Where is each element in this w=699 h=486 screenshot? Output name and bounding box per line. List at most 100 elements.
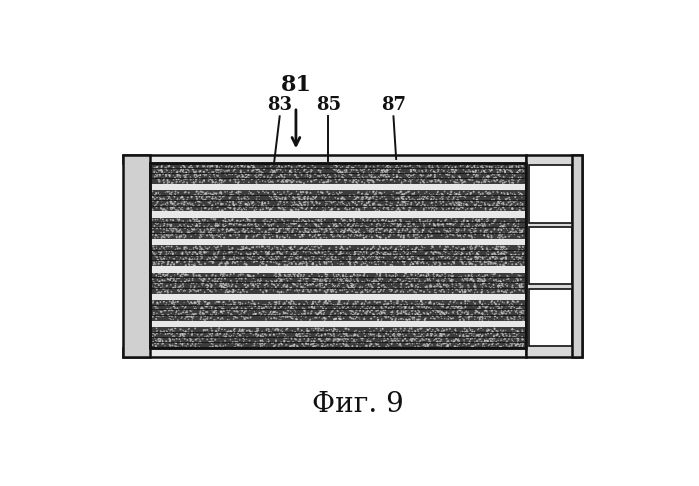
Point: [461, 274, 473, 282]
Point: [367, 249, 378, 257]
Point: [445, 225, 456, 232]
Point: [207, 224, 218, 232]
Point: [398, 288, 409, 296]
Point: [182, 228, 193, 236]
Point: [473, 189, 484, 196]
Point: [447, 174, 459, 181]
Point: [319, 233, 330, 241]
Point: [236, 202, 247, 209]
Point: [168, 276, 180, 284]
Point: [194, 174, 206, 182]
Point: [306, 253, 317, 260]
Point: [396, 245, 407, 253]
Point: [203, 177, 215, 185]
Point: [321, 334, 332, 342]
Point: [238, 197, 250, 205]
Point: [390, 284, 401, 292]
Point: [505, 168, 516, 175]
Point: [266, 223, 277, 230]
Point: [433, 249, 445, 257]
Point: [475, 304, 486, 312]
Point: [391, 334, 402, 342]
Point: [427, 312, 438, 320]
Point: [152, 299, 163, 307]
Point: [448, 298, 459, 306]
Point: [240, 200, 251, 208]
Point: [409, 288, 420, 296]
Point: [447, 276, 459, 284]
Point: [425, 167, 436, 174]
Point: [224, 194, 236, 202]
Point: [460, 329, 471, 336]
Point: [311, 224, 322, 231]
Point: [156, 233, 167, 241]
Point: [159, 288, 171, 295]
Point: [363, 334, 374, 342]
Point: [330, 336, 341, 344]
Point: [187, 221, 198, 228]
Point: [456, 287, 468, 295]
Point: [358, 253, 369, 261]
Point: [470, 282, 481, 290]
Point: [289, 199, 301, 207]
Point: [205, 164, 216, 172]
Point: [380, 310, 391, 317]
Point: [496, 222, 507, 229]
Point: [468, 188, 480, 195]
Point: [501, 308, 512, 315]
Point: [349, 226, 360, 234]
Point: [387, 216, 398, 224]
Point: [343, 284, 354, 292]
Point: [509, 330, 520, 337]
Point: [449, 297, 461, 305]
Point: [310, 276, 321, 283]
Point: [280, 257, 291, 265]
Point: [288, 280, 299, 288]
Point: [445, 305, 456, 313]
Point: [479, 336, 490, 344]
Point: [266, 193, 277, 201]
Point: [493, 251, 504, 259]
Point: [473, 325, 484, 333]
Point: [485, 326, 496, 333]
Point: [282, 274, 293, 281]
Point: [208, 338, 219, 346]
Point: [278, 257, 289, 265]
Point: [384, 286, 395, 294]
Point: [240, 305, 252, 313]
Point: [201, 308, 212, 316]
Point: [161, 328, 173, 335]
Point: [196, 281, 208, 289]
Point: [263, 204, 274, 212]
Point: [289, 167, 301, 175]
Point: [384, 227, 396, 235]
Point: [297, 230, 308, 238]
Point: [459, 215, 470, 223]
Text: Фиг. 9: Фиг. 9: [312, 391, 404, 418]
Point: [505, 257, 517, 265]
Point: [447, 302, 459, 310]
Point: [343, 326, 354, 333]
Point: [147, 193, 158, 201]
Point: [319, 306, 331, 314]
Point: [454, 313, 465, 321]
Point: [188, 272, 199, 279]
Point: [336, 277, 347, 285]
Point: [175, 232, 186, 240]
Point: [369, 217, 380, 225]
Point: [457, 204, 468, 212]
Point: [347, 178, 358, 186]
Point: [171, 253, 182, 260]
Point: [358, 339, 369, 347]
Point: [436, 174, 447, 181]
Point: [473, 312, 484, 320]
Point: [224, 272, 236, 280]
Point: [403, 248, 414, 256]
Point: [368, 279, 379, 287]
Point: [318, 207, 329, 214]
Point: [421, 284, 433, 292]
Point: [456, 259, 468, 267]
Point: [443, 228, 454, 236]
Point: [493, 198, 504, 206]
Point: [311, 342, 322, 349]
